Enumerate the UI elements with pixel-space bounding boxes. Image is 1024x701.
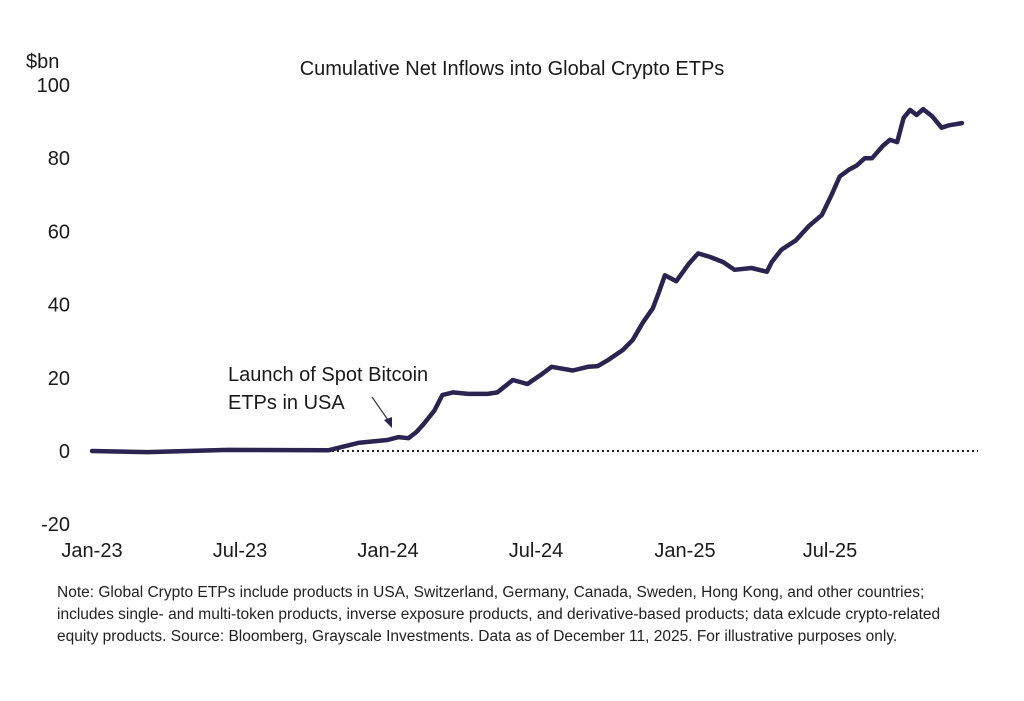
annotation-line-2: ETPs in USA <box>228 392 345 414</box>
x-tick-label: Jul-23 <box>213 540 267 562</box>
annotation-arrowhead <box>384 417 392 428</box>
chart-title: Cumulative Net Inflows into Global Crypt… <box>299 58 725 80</box>
x-tick-label: Jan-25 <box>654 540 715 562</box>
y-tick-label: 80 <box>48 148 70 170</box>
x-tick-label: Jul-24 <box>509 540 563 562</box>
y-axis-label: $bn <box>26 51 59 73</box>
x-tick-label: Jan-24 <box>357 540 418 562</box>
x-tick-label: Jan-23 <box>61 540 122 562</box>
annotation-line-1: Launch of Spot Bitcoin <box>228 364 428 386</box>
y-tick-label: 100 <box>37 75 70 97</box>
x-tick-label: Jul-25 <box>803 540 857 562</box>
y-tick-label: 0 <box>59 441 70 463</box>
y-tick-label: 60 <box>48 221 70 243</box>
series-line <box>89 106 965 455</box>
y-tick-label: -20 <box>41 514 70 536</box>
y-tick-label: 40 <box>48 295 70 317</box>
chart-note: Note: Global Crypto ETPs include product… <box>57 584 941 645</box>
annotation-arrow <box>371 396 389 421</box>
y-tick-label: 20 <box>48 368 70 390</box>
